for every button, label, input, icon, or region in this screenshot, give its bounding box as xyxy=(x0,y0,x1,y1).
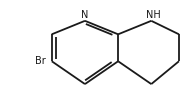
Text: N: N xyxy=(81,10,89,20)
Text: NH: NH xyxy=(146,10,161,20)
Text: Br: Br xyxy=(35,56,45,66)
